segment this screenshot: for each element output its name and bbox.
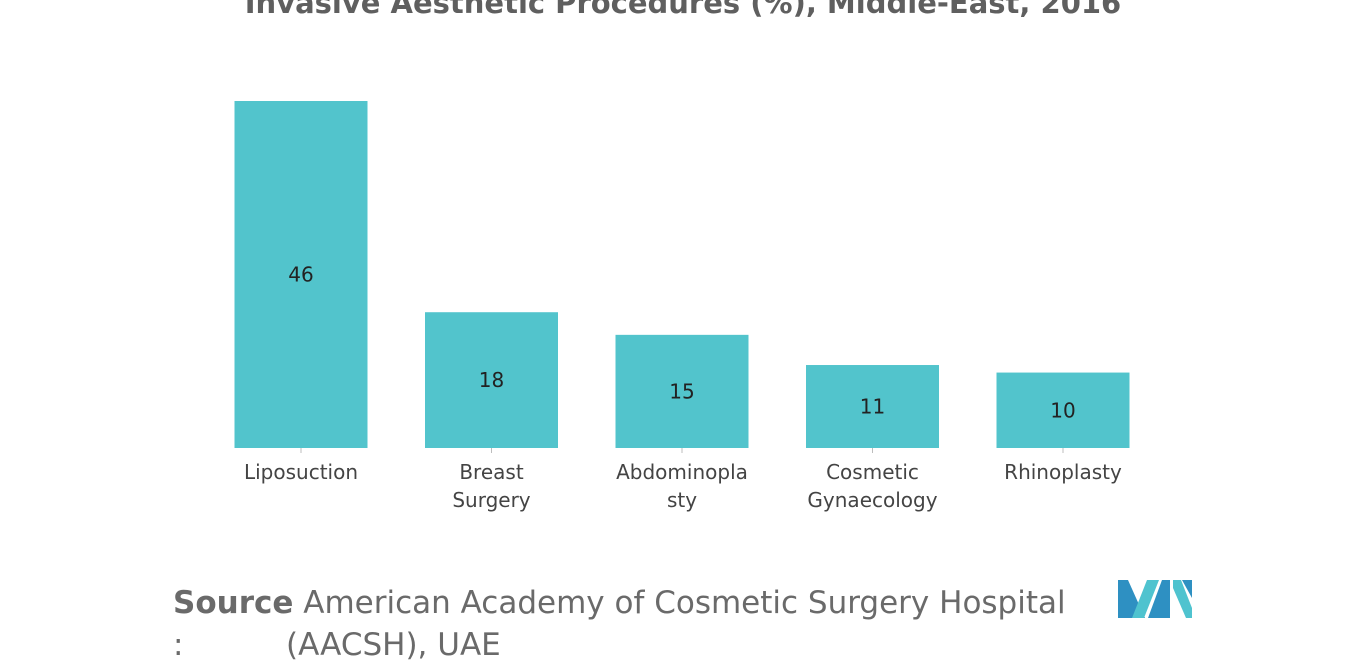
bar — [806, 365, 939, 448]
bar-chart: 46 18 15 11 10 Liposuction Breast Surgery Abdom… — [234, 101, 1130, 512]
x-tick-label: Cosmetic — [826, 460, 919, 484]
data-labels-group: 46 18 15 11 10 — [288, 263, 1075, 423]
source-text-line1: American Academy of Cosmetic Surgery Hos… — [303, 585, 1066, 621]
x-tick-label: Rhinoplasty — [1004, 460, 1122, 484]
x-tick-label: sty — [667, 488, 697, 512]
x-tick-label: Abdominopla — [616, 460, 748, 484]
tick-marks-group — [300, 448, 1064, 453]
data-label: 46 — [288, 263, 313, 287]
source-colon: : — [173, 627, 184, 663]
x-tick-label: Gynaecology — [807, 488, 937, 512]
x-tick-label: Breast — [459, 460, 523, 484]
x-tick-label: Surgery — [452, 488, 530, 512]
data-label: 18 — [479, 368, 504, 392]
bar — [234, 101, 368, 448]
category-labels-group: Liposuction Breast Surgery Abdominopla sty Co… — [244, 460, 1122, 512]
source-label: Source — [173, 585, 294, 621]
bar — [425, 312, 558, 448]
data-label: 10 — [1050, 398, 1075, 422]
bars-group — [234, 101, 1130, 448]
data-label: 11 — [860, 395, 885, 419]
source-text-line2: (AACSH), UAE — [286, 627, 501, 663]
x-tick-label: Liposuction — [244, 460, 358, 484]
mordor-intelligence-logo-icon — [1118, 580, 1192, 618]
chart-title: Invasive Aesthetic Procedures (%), Middl… — [244, 0, 1122, 20]
bar — [996, 372, 1130, 448]
source-note: Source American Academy of Cosmetic Surg… — [173, 582, 1073, 663]
bar — [615, 334, 749, 448]
data-label: 15 — [669, 379, 694, 403]
